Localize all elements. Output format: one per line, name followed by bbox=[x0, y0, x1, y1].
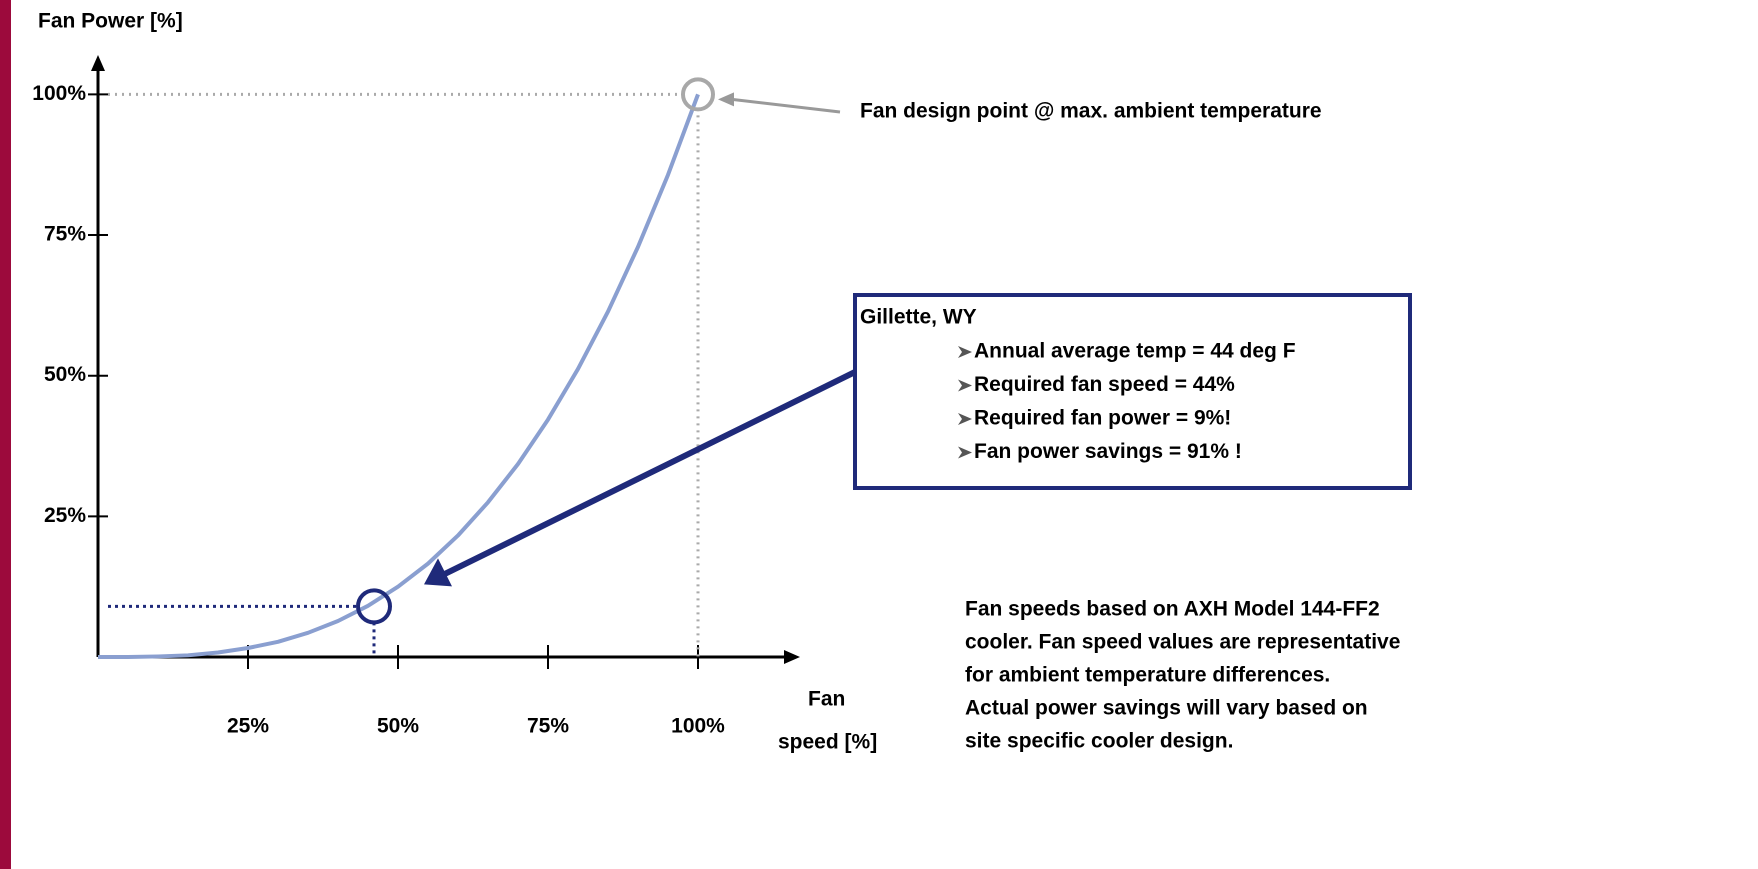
design-point bbox=[681, 77, 715, 112]
x-tick-label: 100% bbox=[671, 715, 725, 738]
x-tick-label: 75% bbox=[527, 715, 569, 738]
y-tick-label: 75% bbox=[44, 223, 86, 246]
bullet bbox=[958, 379, 972, 392]
design-arrow bbox=[731, 97, 841, 114]
x-axis-label: speed [%] bbox=[778, 731, 877, 754]
y-tick-label: 100% bbox=[32, 82, 86, 105]
x-tick-label: 25% bbox=[227, 715, 269, 738]
callout-item: Annual average temp = 44 deg F bbox=[974, 340, 1296, 363]
callout-item: Required fan speed = 44% bbox=[974, 373, 1235, 396]
x-axis-label: Fan bbox=[808, 688, 845, 711]
bullet bbox=[958, 346, 972, 358]
y-axis-label: Fan Power [%] bbox=[38, 10, 183, 33]
callout-title: Gillette, WY bbox=[860, 306, 977, 329]
design-label: Fan design point @ max. ambient temperat… bbox=[860, 100, 1322, 123]
operating-point bbox=[356, 588, 392, 625]
y-tick-label: 25% bbox=[44, 504, 86, 527]
note-line: cooler. Fan speed values are representat… bbox=[965, 631, 1400, 654]
note-line: Fan speeds based on AXH Model 144-FF2 bbox=[965, 598, 1380, 621]
callout-box bbox=[853, 293, 1412, 490]
x-axis-arrow bbox=[784, 650, 800, 664]
bullet bbox=[958, 446, 972, 459]
note-line: Actual power savings will vary based on bbox=[965, 697, 1368, 720]
design-arrow-head bbox=[718, 92, 734, 107]
bullet bbox=[958, 413, 972, 425]
callout-arrow-head bbox=[424, 558, 452, 587]
x-tick-label: 50% bbox=[377, 715, 419, 738]
y-axis-arrow bbox=[91, 55, 105, 71]
y-tick-label: 50% bbox=[44, 363, 86, 386]
callout-item: Required fan power = 9%! bbox=[974, 407, 1231, 430]
fan-curve bbox=[98, 93, 700, 659]
side-bar bbox=[0, 0, 11, 869]
callout-item: Fan power savings = 91% ! bbox=[974, 440, 1242, 463]
note-line: site specific cooler design. bbox=[965, 730, 1233, 753]
callout-arrow bbox=[440, 369, 857, 579]
note-line: for ambient temperature differences. bbox=[965, 664, 1330, 687]
